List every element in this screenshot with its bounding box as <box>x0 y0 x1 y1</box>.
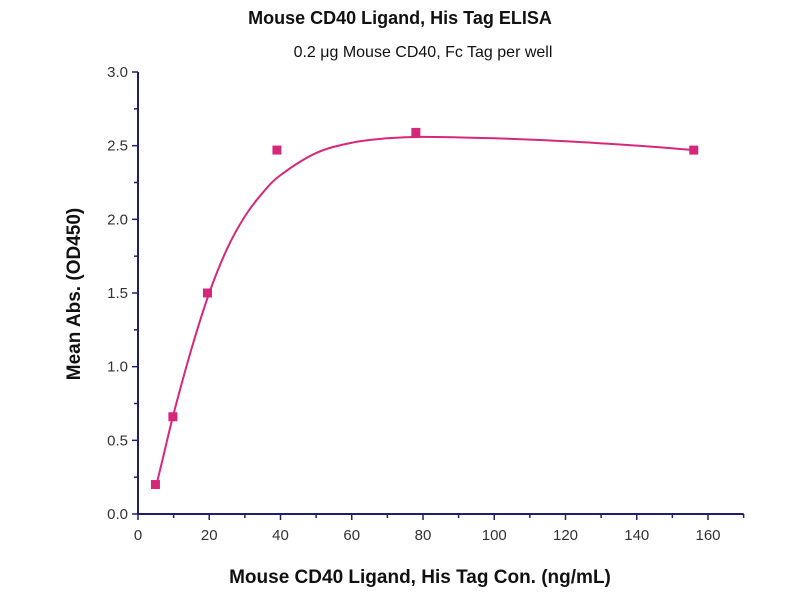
x-tick-label: 20 <box>201 527 218 544</box>
x-tick-label: 100 <box>482 527 507 544</box>
x-tick-label: 160 <box>695 527 720 544</box>
y-tick-label: 2.0 <box>107 211 128 228</box>
data-point <box>150 480 160 490</box>
x-axis-label: Mouse CD40 Ligand, His Tag Con. (ng/mL) <box>229 567 611 588</box>
x-tick-label: 60 <box>343 527 360 544</box>
data-point <box>168 412 178 422</box>
y-tick-label: 1.5 <box>107 285 128 302</box>
y-tick-label: 0.5 <box>107 432 128 449</box>
data-point <box>272 145 282 155</box>
x-tick-label: 0 <box>134 527 142 544</box>
y-tick-label: 0.0 <box>107 506 128 523</box>
chart-title: Mouse CD40 Ligand, His Tag ELISA <box>248 8 552 28</box>
y-tick-label: 2.5 <box>107 138 128 155</box>
y-tick-label: 1.0 <box>107 359 128 376</box>
x-tick-label: 80 <box>415 527 432 544</box>
data-point <box>689 145 699 155</box>
chart-subtitle: 0.2 μg Mouse CD40, Fc Tag per well <box>293 44 553 61</box>
x-tick-label: 140 <box>624 527 649 544</box>
data-point <box>411 127 421 137</box>
x-tick-label: 40 <box>272 527 289 544</box>
data-point <box>202 288 212 298</box>
y-tick-label: 3.0 <box>107 64 128 81</box>
x-tick-label: 120 <box>553 527 578 544</box>
fit-curve <box>154 135 694 490</box>
